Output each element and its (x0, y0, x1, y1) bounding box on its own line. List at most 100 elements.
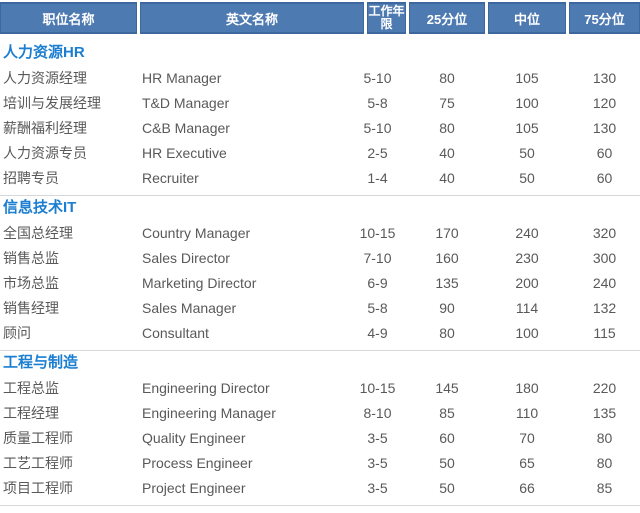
cell-p75: 135 (592, 404, 617, 421)
cell-position-cn: 薪酬福利经理 (3, 119, 87, 136)
cell-median: 50 (519, 144, 535, 161)
cell-p25: 90 (439, 299, 455, 316)
section-hr: 人力资源HR 人力资源经理 HR Manager 5-10 80 105 130… (0, 34, 640, 196)
table-row: 项目工程师 Project Engineer 3-5 50 66 85 (0, 475, 640, 500)
cell-median: 50 (519, 169, 535, 186)
cell-median: 66 (519, 479, 535, 496)
cell-position-en: Engineering Director (142, 379, 270, 396)
cell-position-cn: 工程经理 (3, 404, 59, 421)
cell-position-cn: 质量工程师 (3, 429, 73, 446)
cell-median: 180 (515, 379, 539, 396)
cell-p25: 50 (439, 479, 455, 496)
cell-years: 5-8 (367, 94, 388, 111)
section-title-hr: 人力资源HR (3, 44, 85, 61)
cell-p25: 135 (435, 274, 459, 291)
cell-position-en: HR Executive (142, 144, 227, 161)
cell-position-en: Quality Engineer (142, 429, 246, 446)
cell-years: 1-4 (367, 169, 388, 186)
cell-p75: 60 (596, 169, 613, 186)
column-header-median: 中位 (488, 2, 566, 34)
cell-position-en: Process Engineer (142, 454, 253, 471)
cell-position-cn: 项目工程师 (3, 479, 73, 496)
table-row: 培训与发展经理 T&D Manager 5-8 75 100 120 (0, 90, 640, 115)
cell-p75: 320 (592, 224, 617, 241)
cell-years: 8-10 (363, 404, 392, 421)
cell-years: 10-15 (359, 379, 396, 396)
table-row: 薪酬福利经理 C&B Manager 5-10 80 105 130 (0, 115, 640, 140)
table-row: 质量工程师 Quality Engineer 3-5 60 70 80 (0, 425, 640, 450)
cell-position-en: HR Manager (142, 69, 222, 86)
cell-position-en: Engineering Manager (142, 404, 276, 421)
section-engineering: 工程与制造 工程总监 Engineering Director 10-15 14… (0, 351, 640, 506)
cell-years: 5-10 (363, 69, 392, 86)
cell-median: 105 (515, 69, 539, 86)
table-row: 顾问 Consultant 4-9 80 100 115 (0, 320, 640, 345)
cell-p75: 80 (596, 429, 613, 446)
cell-years: 5-10 (363, 119, 392, 136)
cell-position-cn: 工程总监 (3, 379, 59, 396)
cell-years: 7-10 (363, 249, 392, 266)
cell-years: 6-9 (367, 274, 388, 291)
cell-p75: 80 (596, 454, 613, 471)
column-header-p25: 25分位 (409, 2, 485, 34)
cell-p75: 115 (593, 324, 616, 341)
cell-position-en: Marketing Director (142, 274, 257, 291)
cell-p25: 40 (439, 144, 455, 161)
cell-median: 70 (519, 429, 535, 446)
cell-p25: 170 (435, 224, 459, 241)
table-row: 人力资源专员 HR Executive 2-5 40 50 60 (0, 140, 640, 165)
cell-years: 4-9 (367, 324, 388, 341)
cell-position-en: Sales Manager (142, 299, 237, 316)
table-row: 销售总监 Sales Director 7-10 160 230 300 (0, 245, 640, 270)
table-row: 全国总经理 Country Manager 10-15 170 240 320 (0, 220, 640, 245)
table-row: 市场总监 Marketing Director 6-9 135 200 240 (0, 270, 640, 295)
cell-position-en: Consultant (142, 324, 209, 341)
section-title-engineering: 工程与制造 (3, 354, 79, 371)
cell-p25: 80 (439, 69, 455, 86)
table-row: 工程经理 Engineering Manager 8-10 85 110 135 (0, 400, 640, 425)
cell-position-cn: 全国总经理 (3, 224, 73, 241)
cell-median: 65 (519, 454, 535, 471)
cell-p25: 50 (439, 454, 455, 471)
cell-years: 3-5 (367, 479, 388, 496)
cell-years: 3-5 (367, 454, 388, 471)
table-row: 工程总监 Engineering Director 10-15 145 180 … (0, 375, 640, 400)
cell-position-en: Recruiter (142, 169, 199, 186)
cell-p75: 120 (592, 94, 617, 111)
cell-p25: 160 (435, 249, 459, 266)
column-header-p75: 75分位 (569, 2, 640, 34)
cell-p25: 75 (439, 94, 455, 111)
table-row: 工艺工程师 Process Engineer 3-5 50 65 80 (0, 450, 640, 475)
cell-position-en: C&B Manager (142, 119, 230, 136)
cell-position-en: Project Engineer (142, 479, 246, 496)
cell-p25: 80 (439, 324, 455, 341)
cell-position-cn: 市场总监 (3, 274, 59, 291)
cell-median: 240 (515, 224, 539, 241)
cell-p25: 40 (439, 169, 455, 186)
cell-p25: 80 (439, 119, 455, 136)
cell-median: 100 (515, 324, 539, 341)
cell-position-cn: 培训与发展经理 (3, 94, 101, 111)
cell-p75: 220 (592, 379, 617, 396)
cell-position-cn: 人力资源专员 (3, 144, 87, 161)
cell-median: 114 (515, 299, 539, 316)
cell-position-cn: 顾问 (3, 324, 31, 341)
cell-p25: 60 (439, 429, 455, 446)
cell-years: 10-15 (359, 224, 396, 241)
cell-median: 230 (515, 249, 539, 266)
table-header: 职位名称 英文名称 工作年限 25分位 中位 75分位 (0, 2, 640, 34)
table-row: 招聘专员 Recruiter 1-4 40 50 60 (0, 165, 640, 190)
cell-p75: 85 (596, 479, 613, 496)
column-header-position-en: 英文名称 (140, 2, 364, 34)
cell-years: 2-5 (367, 144, 388, 161)
cell-years: 3-5 (367, 429, 388, 446)
cell-years: 5-8 (367, 299, 388, 316)
column-header-position-cn: 职位名称 (0, 2, 137, 34)
cell-position-cn: 招聘专员 (3, 169, 59, 186)
cell-p75: 240 (592, 274, 617, 291)
cell-p75: 300 (592, 249, 617, 266)
cell-position-en: Sales Director (142, 249, 230, 266)
cell-p75: 130 (592, 119, 617, 136)
section-it: 信息技术IT 全国总经理 Country Manager 10-15 170 2… (0, 196, 640, 351)
